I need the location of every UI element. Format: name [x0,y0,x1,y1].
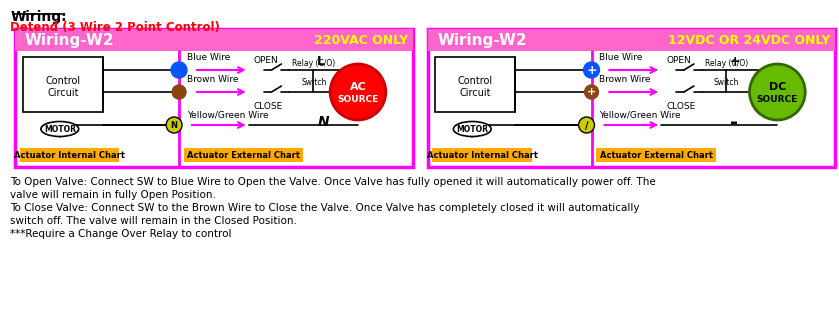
Circle shape [171,62,187,78]
Bar [432,148,532,162]
Bar [20,148,119,162]
Text: SOURCE: SOURCE [337,95,378,104]
Text: Blue Wire: Blue Wire [187,53,231,62]
Text: +: + [730,55,740,68]
Text: N: N [170,121,178,129]
Circle shape [579,117,595,133]
Text: AC: AC [350,82,367,92]
Bar [435,57,515,112]
Text: OPEN: OPEN [666,56,690,65]
Text: Wiring-W2: Wiring-W2 [25,33,115,47]
Circle shape [166,117,182,133]
Circle shape [585,85,598,99]
Text: N: N [317,115,329,129]
Bar [184,148,303,162]
Ellipse shape [41,122,79,136]
Bar [428,29,835,167]
Text: Actuator External Chart: Actuator External Chart [187,150,300,159]
Text: Yellow/Green Wire: Yellow/Green Wire [187,110,268,119]
Text: To Close Valve: Connect SW to the Brown Wire to Close the Valve. Once Valve has : To Close Valve: Connect SW to the Brown … [10,203,639,213]
Circle shape [584,62,600,78]
Text: Switch: Switch [714,78,739,87]
Text: Wiring:: Wiring: [10,10,67,24]
Bar [23,57,102,112]
Text: Brown Wire: Brown Wire [600,75,651,84]
Text: MOTOR: MOTOR [44,124,76,133]
Text: Circuit: Circuit [47,88,79,98]
Text: Actuator Internal Chart: Actuator Internal Chart [14,150,125,159]
Text: DC: DC [769,82,786,92]
Bar [428,29,835,51]
Text: Wiring-W2: Wiring-W2 [437,33,527,47]
Text: SOURCE: SOURCE [757,95,798,104]
Bar [597,148,716,162]
Text: switch off. The valve will remain in the Closed Position.: switch off. The valve will remain in the… [10,216,297,226]
Bar [15,29,413,167]
Text: Brown Wire: Brown Wire [187,75,238,84]
Text: Actuator External Chart: Actuator External Chart [600,150,712,159]
Text: +: + [587,87,597,97]
Text: Relay (C/O): Relay (C/O) [292,59,336,68]
Text: Actuator Internal Chart: Actuator Internal Chart [427,150,538,159]
Ellipse shape [453,122,491,136]
Text: CLOSE: CLOSE [253,102,283,111]
Text: To Open Valve: Connect SW to Blue Wire to Open the Valve. Once Valve has fully o: To Open Valve: Connect SW to Blue Wire t… [10,177,656,187]
Text: Control: Control [457,76,492,86]
Text: Circuit: Circuit [460,88,491,98]
Text: ***Require a Change Over Relay to control: ***Require a Change Over Relay to contro… [10,229,232,239]
Text: 12VDC OR 24VDC ONLY: 12VDC OR 24VDC ONLY [668,34,830,46]
Text: Control: Control [45,76,81,86]
Bar [15,29,413,51]
Text: /: / [585,121,588,131]
Text: L: L [317,55,326,68]
Text: Blue Wire: Blue Wire [600,53,643,62]
Text: 220VAC ONLY: 220VAC ONLY [314,34,408,46]
Text: Switch: Switch [301,78,326,87]
Circle shape [330,64,386,120]
Circle shape [172,85,186,99]
Text: Detend (3 Wire 2 Point Control): Detend (3 Wire 2 Point Control) [10,21,220,34]
Text: OPEN: OPEN [253,56,279,65]
Text: Yellow/Green Wire: Yellow/Green Wire [600,110,681,119]
Circle shape [749,64,805,120]
Text: valve will remain in fully Open Position.: valve will remain in fully Open Position… [10,190,216,200]
Text: Relay (C/O): Relay (C/O) [705,59,748,68]
Text: -: - [730,113,737,131]
Text: +: + [586,63,597,76]
Text: CLOSE: CLOSE [666,102,696,111]
Text: MOTOR: MOTOR [456,124,488,133]
